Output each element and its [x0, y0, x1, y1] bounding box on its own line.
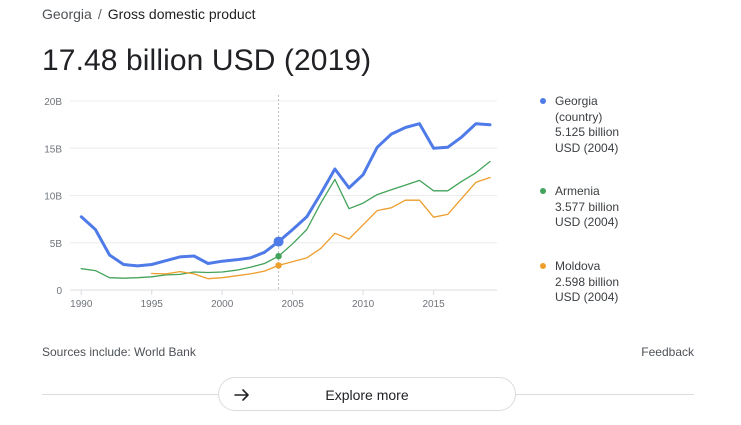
x-tick-label: 2000: [211, 299, 234, 310]
sources-note: Sources include: World Bank: [42, 345, 196, 359]
legend-dot-armenia: [540, 188, 546, 194]
hover-marker-armenia: [275, 252, 282, 260]
legend-dot-georgia: [540, 98, 546, 104]
x-tick-label: 2005: [282, 299, 305, 310]
breadcrumb: Georgia / Gross domestic product: [42, 6, 256, 22]
x-tick-label: 2010: [352, 299, 375, 310]
breadcrumb-separator: /: [97, 6, 102, 22]
breadcrumb-country-link[interactable]: Georgia: [42, 6, 92, 22]
hover-marker-moldova: [275, 262, 282, 269]
y-tick-label: 10B: [44, 192, 62, 203]
legend-text-georgia: Georgia (country) 5.125 billion USD (200…: [555, 94, 685, 156]
legend-line: 2.598 billion: [555, 274, 620, 289]
feedback-link[interactable]: Feedback: [641, 345, 694, 359]
y-tick-label: 20B: [44, 97, 62, 108]
breadcrumb-topic: Gross domestic product: [107, 6, 256, 22]
legend-text-moldova: Moldova 2.598 billion USD (2004): [555, 259, 685, 306]
series-line-georgia: [79, 122, 492, 268]
legend-line: Georgia: [555, 94, 598, 108]
x-tick-label: 1990: [70, 299, 93, 310]
legend-line: USD (2004): [555, 215, 619, 229]
headline-value: 17.48 billion USD (2019): [42, 44, 372, 77]
legend-line: USD (2004): [555, 290, 619, 304]
y-tick-label: 0: [56, 286, 62, 297]
explore-more-button[interactable]: Explore more: [218, 377, 516, 411]
y-tick-label: 15B: [44, 144, 62, 155]
legend-line: Armenia: [555, 184, 600, 198]
x-tick-label: 1995: [141, 299, 164, 310]
legend-line: (country): [555, 109, 603, 124]
legend-line: 3.577 billion: [555, 199, 620, 214]
explore-more-label: Explore more: [325, 387, 409, 403]
legend-line: 5.125 billion: [555, 125, 620, 139]
legend-line: Moldova: [555, 259, 601, 273]
hover-marker-georgia: [273, 236, 284, 247]
y-tick-label: 5B: [50, 239, 63, 250]
legend-text-armenia: Armenia 3.577 billion USD (2004): [555, 184, 685, 231]
legend-dot-moldova: [540, 263, 546, 269]
legend-line: USD (2004): [555, 140, 619, 155]
x-tick-label: 2015: [422, 299, 445, 310]
series-line-moldova: [151, 176, 491, 280]
series-line-armenia: [80, 160, 491, 279]
arrow-right-icon: [234, 389, 249, 401]
